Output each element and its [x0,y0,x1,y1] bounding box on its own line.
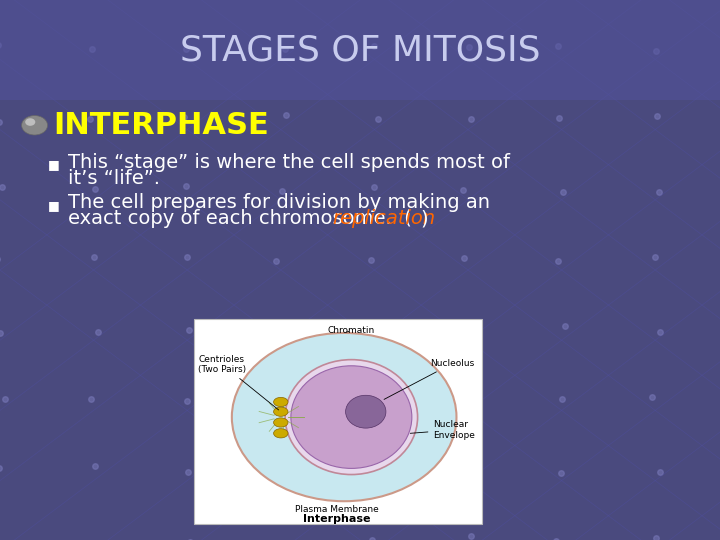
Text: ■: ■ [48,158,60,171]
Text: STAGES OF MITOSIS: STAGES OF MITOSIS [180,34,540,68]
Ellipse shape [346,395,386,428]
Text: This “stage” is where the cell spends most of: This “stage” is where the cell spends mo… [68,152,510,172]
Text: INTERPHASE: INTERPHASE [53,111,269,140]
Text: ■: ■ [48,199,60,212]
Text: it’s “life”.: it’s “life”. [68,168,161,188]
Ellipse shape [274,429,288,438]
Ellipse shape [274,407,288,416]
FancyBboxPatch shape [194,319,482,524]
Text: replication: replication [333,209,436,228]
Circle shape [22,116,48,135]
Text: ): ) [420,209,428,228]
Ellipse shape [232,333,456,501]
Text: Nuclear
Envelope: Nuclear Envelope [410,420,475,440]
Text: Interphase: Interphase [303,514,371,524]
Text: The cell prepares for division by making an: The cell prepares for division by making… [68,193,490,212]
Circle shape [25,118,35,126]
Text: Plasma Membrane: Plasma Membrane [295,505,379,514]
Text: Chromatin: Chromatin [328,326,375,335]
Ellipse shape [291,366,412,468]
FancyBboxPatch shape [0,0,720,100]
Ellipse shape [274,418,288,427]
Text: Centrioles
(Two Pairs): Centrioles (Two Pairs) [198,355,279,410]
Text: Nucleolus: Nucleolus [384,359,474,400]
Ellipse shape [274,397,288,407]
Text: exact copy of each chromosome.  (: exact copy of each chromosome. ( [68,209,412,228]
Ellipse shape [285,360,418,475]
